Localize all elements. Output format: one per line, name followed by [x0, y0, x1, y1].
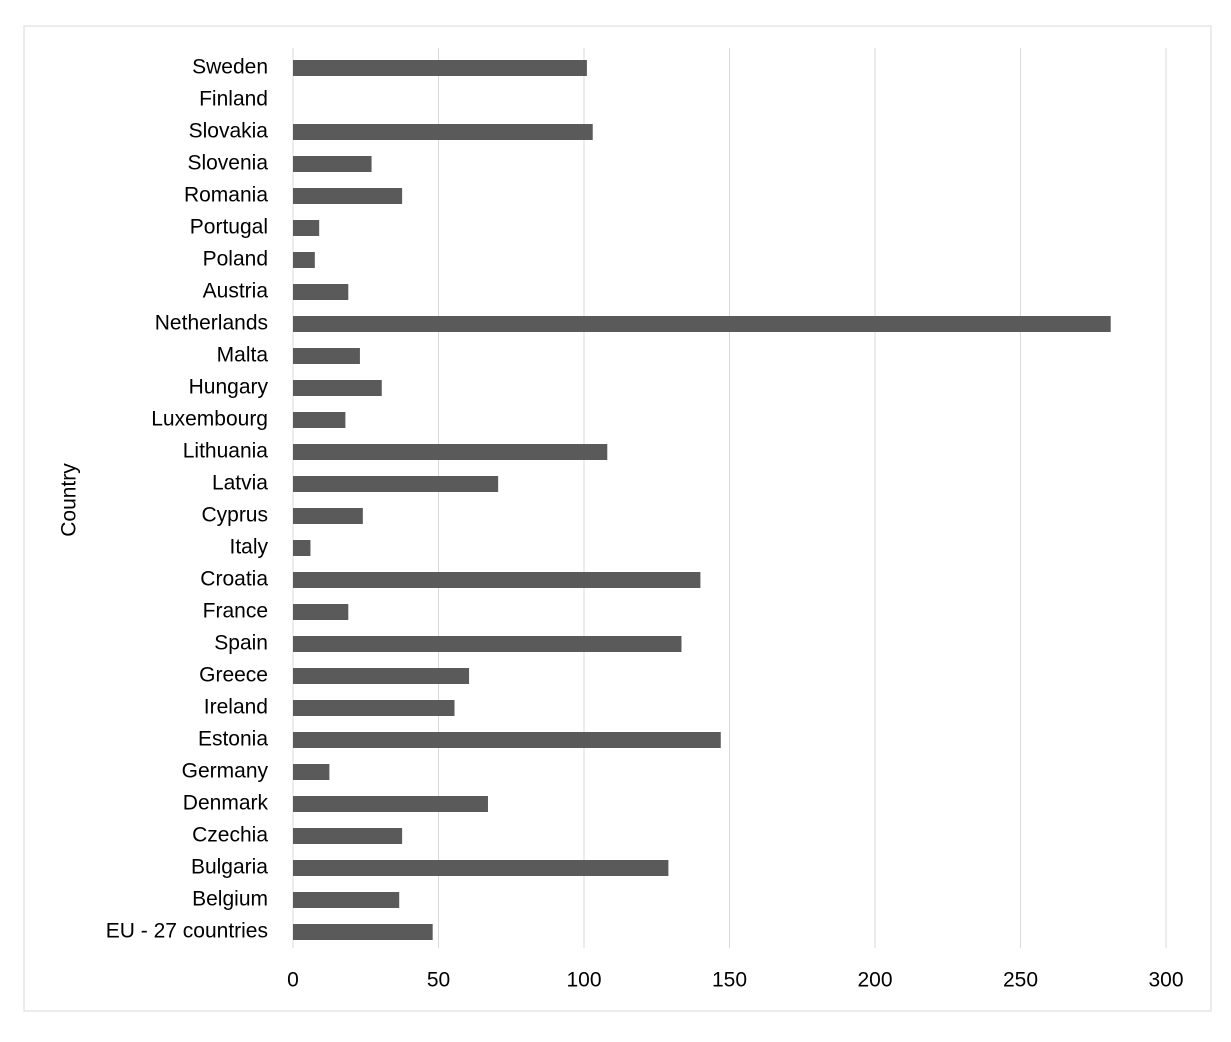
- y-tick-label: Bulgaria: [191, 856, 268, 879]
- y-tick-label: Denmark: [183, 792, 269, 815]
- bar: [293, 732, 721, 748]
- y-tick-label: Finland: [199, 88, 268, 111]
- y-tick-label: Cyprus: [201, 504, 268, 527]
- y-tick-label: Netherlands: [155, 312, 268, 335]
- y-tick-label: Poland: [203, 248, 268, 271]
- x-tick-label: 150: [712, 969, 747, 992]
- bar: [293, 252, 315, 268]
- bar: [293, 380, 382, 396]
- bar: [293, 348, 360, 364]
- bar: [293, 604, 349, 620]
- y-tick-label: Luxembourg: [151, 408, 268, 431]
- bar: [293, 828, 403, 844]
- bar: [293, 540, 311, 556]
- y-tick-label: Slovakia: [189, 120, 269, 143]
- x-tick-label: 0: [287, 969, 299, 992]
- bar: [293, 764, 330, 780]
- bar: [293, 508, 363, 524]
- y-tick-label: Czechia: [192, 824, 268, 847]
- bar: [293, 700, 455, 716]
- bar: [293, 476, 499, 492]
- y-tick-label: Malta: [217, 344, 269, 367]
- bar: [293, 60, 587, 76]
- y-tick-label: Latvia: [212, 472, 268, 495]
- y-tick-label: Spain: [214, 632, 268, 655]
- y-tick-label: Hungary: [189, 376, 269, 399]
- x-tick-label: 100: [566, 969, 601, 992]
- bar: [293, 572, 701, 588]
- bar: [293, 924, 433, 940]
- y-tick-label: Sweden: [192, 56, 268, 79]
- chart-border: [23, 25, 1212, 1012]
- bar: [293, 124, 593, 140]
- bar: [293, 892, 400, 908]
- y-tick-label: Croatia: [200, 568, 268, 591]
- bar: [293, 860, 669, 876]
- bar: [293, 444, 608, 460]
- y-tick-label: Germany: [182, 760, 269, 783]
- y-tick-label: Slovenia: [187, 152, 268, 175]
- y-tick-label: Portugal: [190, 216, 268, 239]
- y-tick-label: Italy: [229, 536, 268, 559]
- y-tick-label: Lithuania: [183, 440, 269, 463]
- x-tick-label: 50: [427, 969, 450, 992]
- y-tick-label: Estonia: [198, 728, 268, 751]
- x-tick-label: 300: [1148, 969, 1183, 992]
- bar: [293, 284, 349, 300]
- bar: [293, 668, 470, 684]
- bar: [293, 156, 372, 172]
- y-axis-label: Country: [58, 463, 81, 537]
- bar: [293, 188, 403, 204]
- bar: [293, 796, 488, 812]
- y-tick-label: France: [203, 600, 268, 623]
- y-tick-label: Austria: [203, 280, 269, 303]
- bar: [293, 412, 346, 428]
- y-tick-label: Romania: [184, 184, 268, 207]
- y-tick-label: EU - 27 countries: [106, 920, 268, 943]
- x-tick-label: 250: [1003, 969, 1038, 992]
- bar: [293, 220, 320, 236]
- y-tick-label: Ireland: [204, 696, 268, 719]
- y-tick-label: Belgium: [192, 888, 268, 911]
- x-tick-label: 200: [857, 969, 892, 992]
- bar: [293, 636, 682, 652]
- y-tick-label: Greece: [199, 664, 268, 687]
- bar: [293, 316, 1111, 332]
